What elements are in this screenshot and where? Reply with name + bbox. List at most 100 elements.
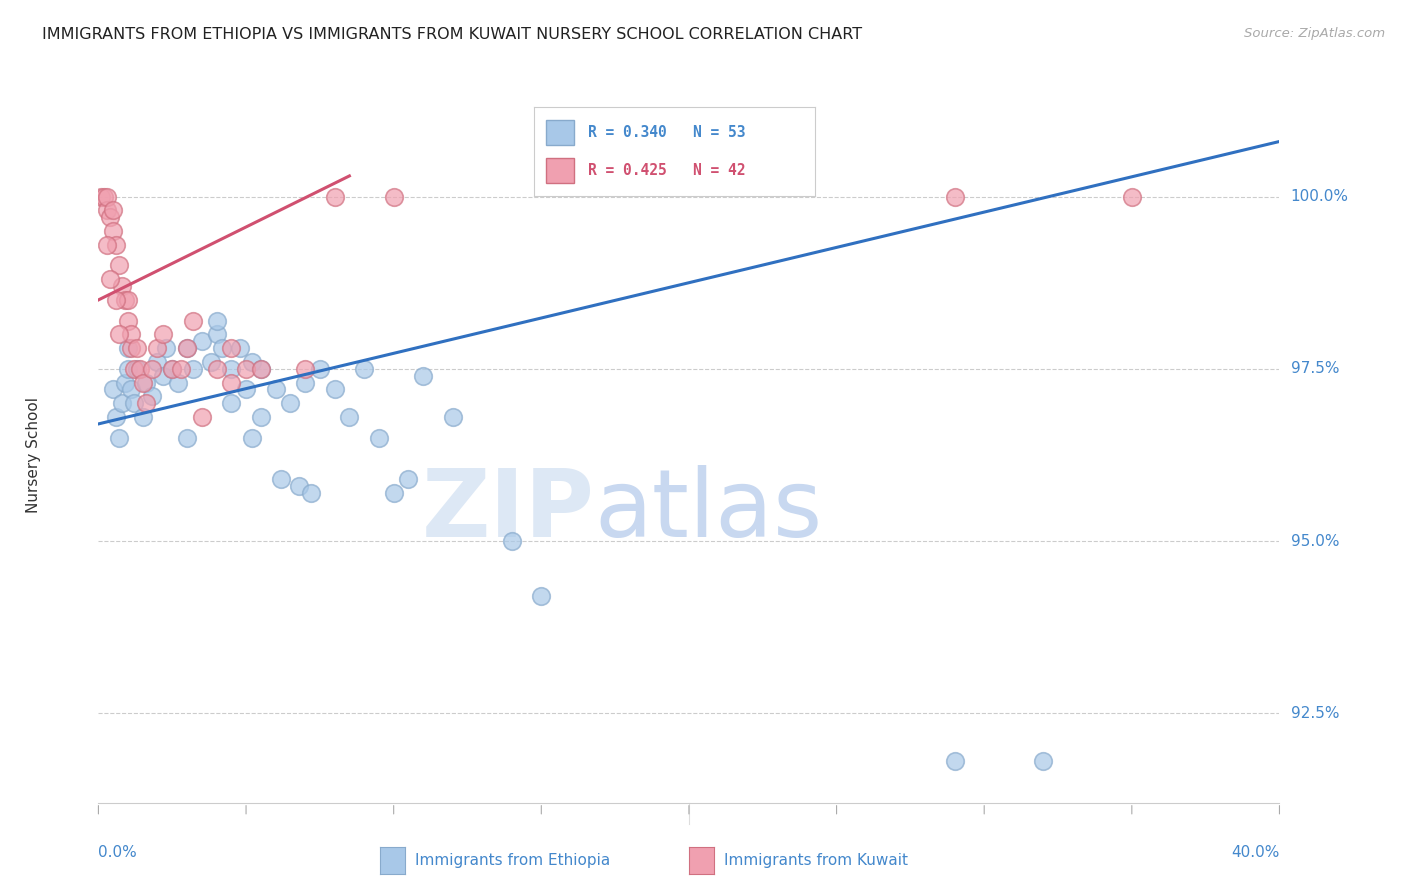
Point (135, 396, 157, 410)
Point (122, 361, 145, 376)
Point (125, 341, 148, 355)
Point (219, 396, 243, 410)
Point (205, 327, 228, 342)
Point (117, 361, 139, 376)
Point (146, 341, 169, 355)
Point (111, 279, 134, 293)
Point (103, 203, 125, 218)
Text: 40.0%: 40.0% (1232, 845, 1279, 860)
Point (530, 589, 553, 603)
Point (337, 410, 360, 425)
Point (90, 189, 112, 203)
Point (105, 237, 128, 252)
Point (943, 755, 966, 769)
Point (943, 189, 966, 203)
Point (111, 396, 134, 410)
Point (152, 327, 174, 342)
Point (122, 396, 145, 410)
Point (176, 341, 198, 355)
Point (120, 327, 142, 342)
Point (114, 376, 136, 390)
Point (96, 189, 118, 203)
Point (219, 341, 243, 355)
Point (205, 313, 228, 327)
Point (501, 534, 523, 549)
Point (294, 376, 316, 390)
Point (132, 376, 155, 390)
Point (135, 376, 157, 390)
Text: 95.0%: 95.0% (1291, 533, 1339, 549)
Point (396, 472, 419, 486)
Point (152, 368, 174, 383)
Point (108, 327, 131, 342)
Point (141, 361, 163, 376)
Point (181, 361, 204, 376)
Point (176, 431, 198, 445)
Point (120, 383, 142, 397)
Point (108, 431, 131, 445)
Point (288, 479, 311, 493)
Point (250, 410, 273, 425)
Point (176, 341, 198, 355)
Point (200, 355, 222, 369)
Point (323, 383, 346, 397)
Point (93, 189, 115, 203)
Text: R = 0.340   N = 53: R = 0.340 N = 53 (588, 126, 745, 140)
Bar (546, 120, 574, 145)
Point (141, 389, 163, 403)
Text: 92.5%: 92.5% (1291, 706, 1339, 721)
Point (117, 313, 139, 327)
Point (170, 361, 193, 376)
Point (162, 361, 183, 376)
Point (294, 361, 316, 376)
Text: R = 0.425   N = 42: R = 0.425 N = 42 (588, 163, 745, 178)
Text: Source: ZipAtlas.com: Source: ZipAtlas.com (1244, 27, 1385, 40)
Point (162, 361, 183, 376)
Point (353, 361, 375, 376)
Text: ZIP: ZIP (422, 465, 595, 557)
Point (108, 259, 131, 273)
Point (128, 361, 150, 376)
Point (211, 341, 233, 355)
Point (96, 237, 118, 252)
Point (191, 334, 214, 349)
Point (368, 431, 391, 445)
Point (117, 341, 139, 355)
Text: Nursery School: Nursery School (25, 397, 41, 513)
Point (205, 361, 228, 376)
Point (125, 361, 148, 376)
Point (240, 431, 263, 445)
Point (264, 383, 287, 397)
Point (105, 293, 128, 307)
Text: 0.0%: 0.0% (98, 845, 138, 860)
Point (309, 361, 332, 376)
Point (441, 410, 464, 425)
Point (117, 293, 139, 307)
Text: Immigrants from Ethiopia: Immigrants from Ethiopia (415, 854, 610, 868)
Text: Immigrants from Kuwait: Immigrants from Kuwait (724, 854, 908, 868)
Point (155, 341, 177, 355)
Point (98, 211, 121, 225)
Point (235, 383, 257, 397)
Text: 97.5%: 97.5% (1291, 361, 1339, 376)
Point (105, 410, 128, 425)
Point (382, 189, 405, 203)
Bar (546, 158, 574, 183)
Point (167, 376, 190, 390)
Point (250, 361, 273, 376)
Point (1121, 189, 1143, 203)
Text: atlas: atlas (595, 465, 823, 557)
Point (278, 396, 302, 410)
Point (132, 410, 155, 425)
Point (114, 293, 136, 307)
Point (240, 355, 263, 369)
Point (1032, 755, 1054, 769)
Text: IMMIGRANTS FROM ETHIOPIA VS IMMIGRANTS FROM KUWAIT NURSERY SCHOOL CORRELATION CH: IMMIGRANTS FROM ETHIOPIA VS IMMIGRANTS F… (42, 27, 862, 42)
Point (181, 313, 204, 327)
Point (146, 355, 169, 369)
Point (219, 361, 243, 376)
Point (98, 272, 121, 286)
Point (235, 361, 257, 376)
Point (103, 383, 125, 397)
Point (382, 485, 405, 500)
